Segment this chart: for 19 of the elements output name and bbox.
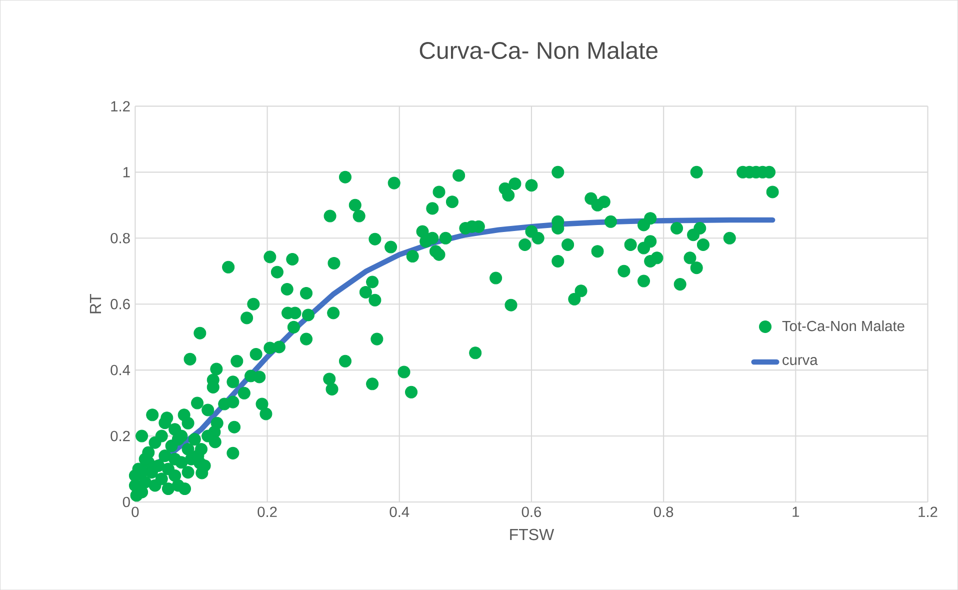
y-axis-title: RT — [90, 294, 101, 314]
y-tick-label: 1.2 — [111, 101, 130, 112]
legend-label: curva — [782, 356, 818, 365]
y-tick-label: 0.2 — [110, 430, 130, 442]
x-tick-label: 0.2 — [258, 506, 277, 517]
y-tick-label: 0.8 — [110, 232, 130, 244]
x-tick-label: 1.2 — [918, 506, 938, 517]
y-tick-label: 0.4 — [110, 364, 130, 376]
x-tick-label: 0.6 — [522, 506, 542, 517]
y-tick-label: 0.6 — [110, 298, 130, 310]
x-tick-label: 1 — [792, 506, 800, 517]
y-tick-label: 1 — [123, 167, 130, 178]
x-tick-label: 0 — [132, 506, 139, 517]
y-tick-label: 0 — [122, 496, 130, 508]
x-axis-title: FTSW — [510, 528, 554, 540]
chart-title: Curva-Ca- Non Malate — [420, 41, 658, 59]
x-tick-label: 0.4 — [390, 506, 410, 517]
x-tick-label: 0.8 — [654, 506, 674, 517]
legend-label: Tot-Ca-Non Malate — [782, 320, 904, 332]
